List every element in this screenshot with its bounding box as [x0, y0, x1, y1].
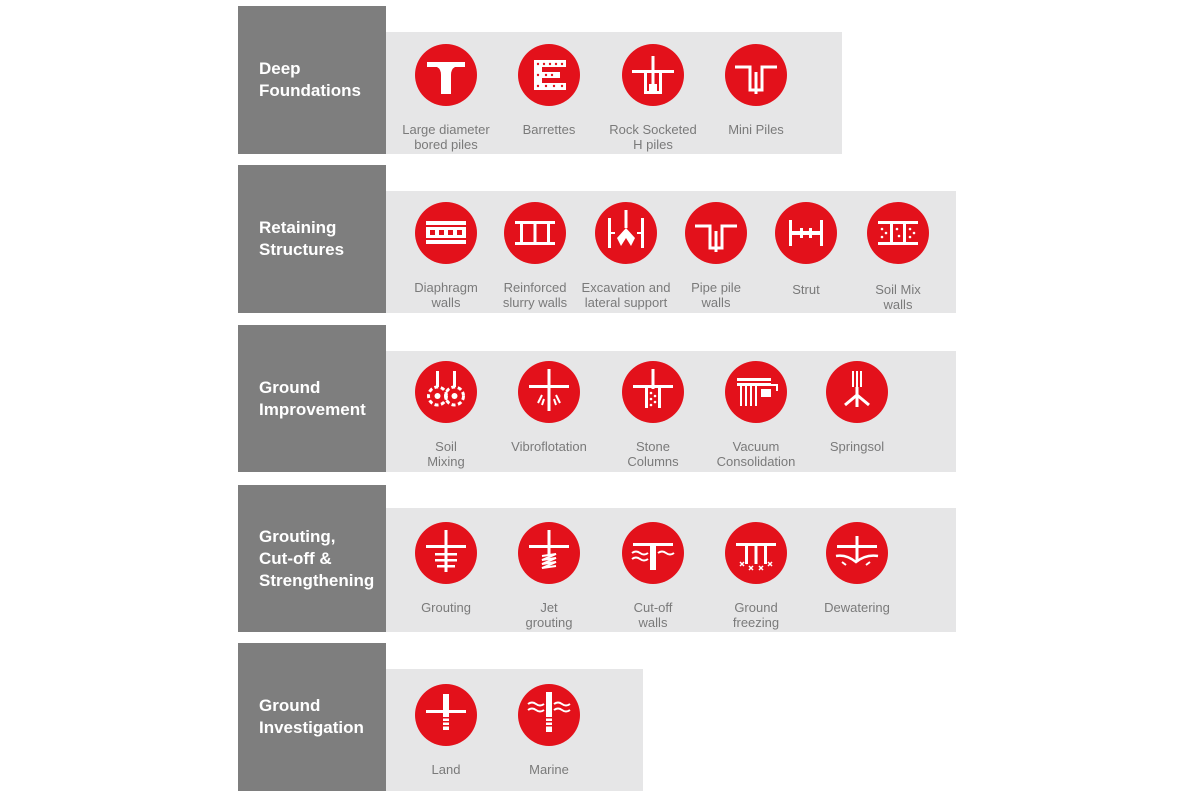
jet-grouting-icon [518, 522, 580, 584]
ground-freezing-icon [725, 522, 787, 584]
item-label: Stone Columns [627, 439, 679, 469]
item-label: Jet grouting [525, 600, 573, 630]
vibroflotation-icon [518, 361, 580, 423]
item-label: Vacuum Consolidation [716, 439, 796, 469]
land-investigation-icon [415, 684, 477, 746]
soil-mix-wall-icon [867, 202, 929, 264]
item-label: Reinforced slurry walls [502, 280, 568, 310]
item-label: Mini Piles [728, 122, 784, 137]
pipe-pile-wall-icon [685, 202, 747, 264]
item-label: Strut [792, 282, 820, 297]
item-label: Grouting [421, 600, 471, 615]
item-label: Marine [529, 762, 569, 777]
category-title: Retaining Structures [259, 218, 345, 259]
item-label: Land [431, 762, 461, 777]
vacuum-consolidation-icon [725, 361, 787, 423]
item-label: Vibroflotation [511, 439, 587, 454]
mini-pile-icon [725, 44, 787, 106]
category-label-ground-improvement: Ground Improvement [238, 325, 386, 472]
category-label-ground-investigation: Ground Investigation [238, 643, 386, 791]
category-title: Ground Improvement [259, 377, 366, 419]
stone-column-icon [622, 361, 684, 423]
diaphragm-wall-icon [415, 202, 477, 264]
item-label: Ground freezing [732, 600, 780, 630]
category-title: Grouting, Cut-off & Strengthening [259, 526, 375, 590]
soil-mixing-icon [415, 361, 477, 423]
barrette-icon [518, 44, 580, 106]
item-label: Pipe pile walls [691, 280, 741, 310]
category-label-grouting: Grouting, Cut-off & Strengthening [238, 485, 386, 632]
grouting-icon [415, 522, 477, 584]
dewatering-icon [826, 522, 888, 584]
category-title: Deep Foundations [259, 59, 361, 100]
reinforced-slurry-wall-icon [504, 202, 566, 264]
rock-socketed-h-pile-icon [622, 44, 684, 106]
category-label-deep-foundations: Deep Foundations [238, 6, 386, 154]
category-title: Ground Investigation [259, 696, 364, 737]
category-label-retaining-structures: Retaining Structures [238, 165, 386, 313]
strut-icon [775, 202, 837, 264]
large-diameter-bored-pile-icon [415, 44, 477, 106]
excavation-lateral-support-icon [595, 202, 657, 264]
item-label: Barrettes [522, 122, 576, 137]
item-label: Springsol [829, 439, 885, 454]
cut-off-wall-icon [622, 522, 684, 584]
item-label: Soil Mix walls [875, 282, 921, 312]
category-panel-retaining-structures [386, 191, 956, 313]
item-label: Large diameter bored piles [402, 122, 490, 152]
item-label: Cut-off walls [633, 600, 673, 630]
item-label: Dewatering [824, 600, 890, 615]
item-label: Diaphragm walls [414, 280, 478, 310]
springsol-icon [826, 361, 888, 423]
item-label: Rock Socketed H piles [609, 122, 697, 152]
item-label: Soil Mixing [427, 439, 465, 469]
item-label: Excavation and lateral support [581, 280, 671, 310]
marine-investigation-icon [518, 684, 580, 746]
